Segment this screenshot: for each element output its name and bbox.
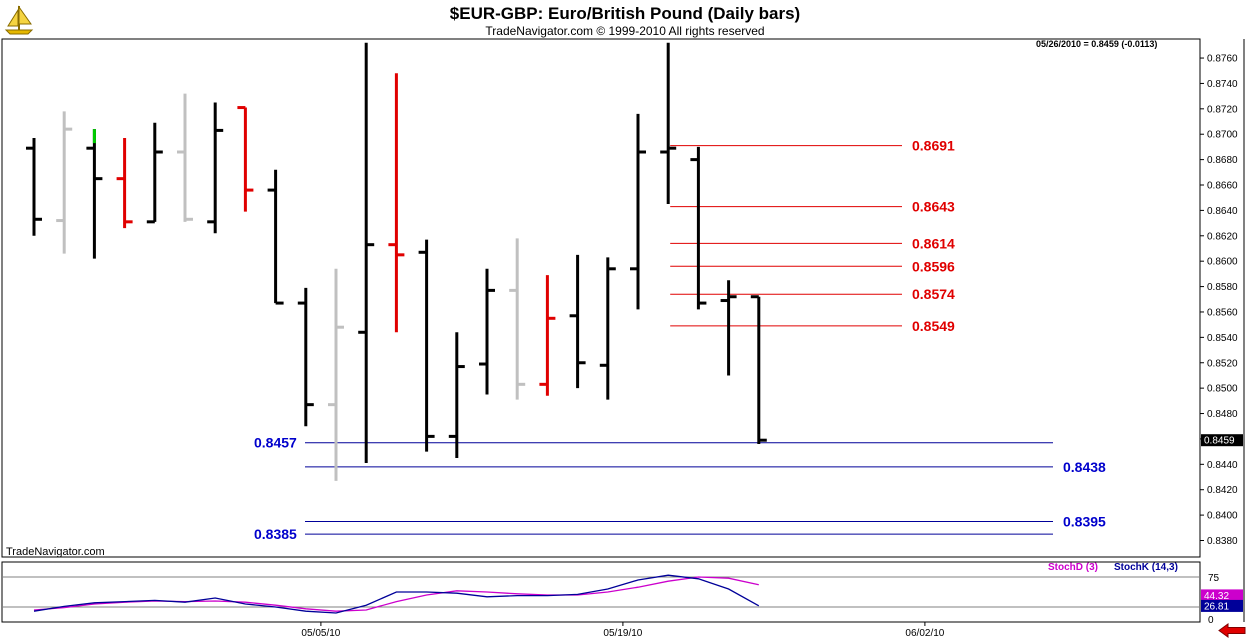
price-readout: 05/26/2010 = 0.8459 (-0.0113) [1036,39,1158,49]
resistance-level-label: 0.8574 [912,286,955,302]
indicator-value-label: 26.81 [1204,601,1229,612]
chart-title: $EUR-GBP: Euro/British Pound (Daily bars… [449,4,801,23]
x-tick-label: 05/19/10 [603,628,642,639]
support-level-label: 0.8457 [254,435,297,451]
resistance-level-label: 0.8596 [912,258,955,274]
y-tick-label: 0.8560 [1207,307,1238,318]
support-level-label: 0.8438 [1063,459,1106,475]
watermark: TradeNavigator.com [6,546,105,558]
indicator-tick-label: 0 [1208,615,1214,626]
trade-navigator-logo [4,5,34,35]
last-price-label: 0.8459 [1204,436,1235,447]
chart-subtitle: TradeNavigator.com © 1999-2010 All right… [485,24,765,38]
last-price-box [1201,434,1243,447]
resistance-level-label: 0.8643 [912,199,955,215]
indicator-value-label: 44.32 [1204,591,1229,602]
indicator-value-box [1201,599,1243,612]
y-tick-label: 0.8700 [1207,130,1238,141]
indicator-tick-label: 75 [1208,573,1220,584]
y-tick-label: 0.8580 [1207,282,1238,293]
stochk-line [33,574,760,614]
y-tick-label: 0.8620 [1207,231,1238,242]
y-tick-label: 0.8540 [1207,333,1238,344]
legend-stochk: StochK (14,3) [1114,562,1178,573]
y-tick-label: 0.8680 [1207,155,1238,166]
y-tick-label: 0.8760 [1207,54,1238,65]
y-tick-label: 0.8640 [1207,206,1238,217]
stochd-line [33,576,759,612]
scroll-left-arrow-icon[interactable] [1218,623,1246,638]
x-tick-label: 05/05/10 [301,628,340,639]
y-tick-label: 0.8500 [1207,384,1238,395]
y-tick-label: 0.8380 [1207,536,1238,547]
price-plot-frame [1,38,1201,558]
y-tick-label: 0.8720 [1207,104,1238,115]
legend-stochd: StochD (3) [1048,562,1098,573]
indicator-value-box [1201,589,1243,602]
support-level-label: 0.8385 [254,526,297,542]
y-tick-label: 0.8660 [1207,181,1238,192]
indicator-plot-frame [1,561,1201,623]
x-tick-label: 06/02/10 [905,628,944,639]
y-tick-label: 0.8520 [1207,358,1238,369]
y-tick-label: 0.8740 [1207,79,1238,90]
resistance-level-label: 0.8549 [912,318,955,334]
y-tick-label: 0.8400 [1207,511,1238,522]
resistance-level-label: 0.8614 [912,235,955,251]
resistance-level-label: 0.8691 [912,138,955,154]
y-tick-label: 0.8420 [1207,485,1238,496]
y-tick-label: 0.8600 [1207,257,1238,268]
support-level-label: 0.8395 [1063,513,1106,529]
y-tick-label: 0.8480 [1207,409,1238,420]
y-tick-label: 0.8440 [1207,460,1238,471]
